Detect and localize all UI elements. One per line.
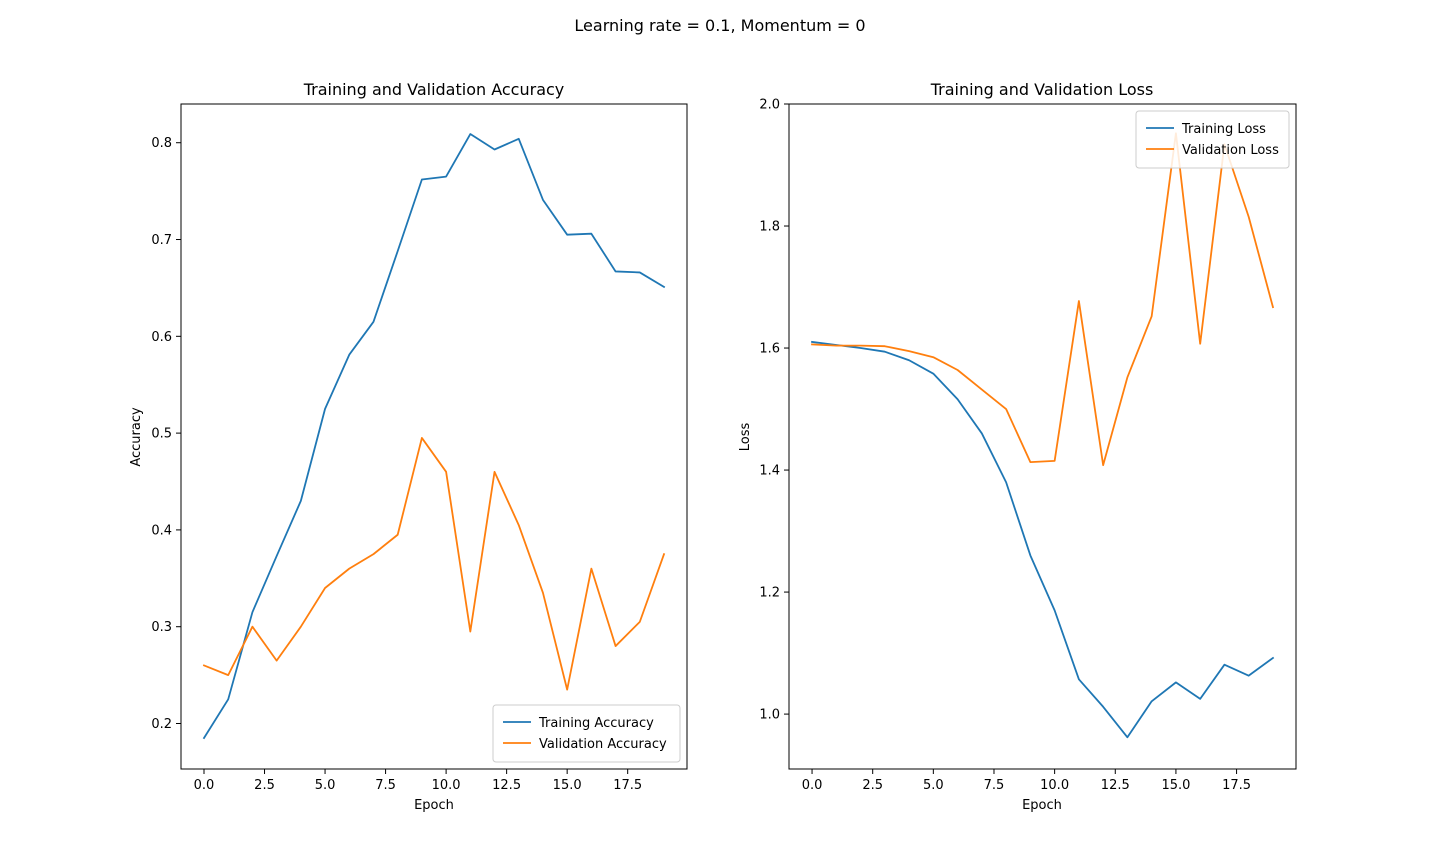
accuracy-xtick-label: 0.0 [194,778,215,793]
loss-ytick-label: 1.2 [759,586,780,601]
accuracy-chart: Training and Validation Accuracy Epoch A… [129,80,688,813]
accuracy-legend-training-label: Training Accuracy [538,716,654,731]
accuracy-xtick-label: 2.5 [254,778,275,793]
loss-xtick-label: 15.0 [1161,778,1190,793]
loss-ytick-label: 1.4 [759,464,780,479]
loss-legend-frame [1135,110,1290,169]
loss-ytick-label: 1.0 [759,708,780,723]
loss-legend-validation-label: Validation Loss [1182,143,1279,158]
accuracy-ytick-label: 0.3 [151,620,172,635]
accuracy-xtick-label: 10.0 [432,778,461,793]
loss-xtick-label: 17.5 [1222,778,1251,793]
loss-axes-frame [788,103,1297,770]
figure-suptitle: Learning rate = 0.1, Momentum = 0 [574,16,865,35]
loss-xtick-label: 12.5 [1101,778,1130,793]
loss-xtick-label: 7.5 [984,778,1005,793]
loss-ytick-label: 1.8 [759,220,780,235]
accuracy-training-line [202,133,666,740]
accuracy-xtick-label: 7.5 [375,778,396,793]
accuracy-ytick-label: 0.4 [151,523,172,538]
loss-xtick-label: 2.5 [862,778,883,793]
loss-chart-title: Training and Validation Loss [930,80,1154,99]
loss-xtick-label: 10.0 [1040,778,1069,793]
accuracy-xtick-label: 5.0 [315,778,336,793]
loss-legend: Training Loss Validation Loss [1135,110,1290,169]
accuracy-chart-title: Training and Validation Accuracy [303,80,565,99]
loss-xtick-label: 0.0 [802,778,823,793]
accuracy-ytick-label: 0.7 [151,233,172,248]
loss-chart-xlabel: Epoch [1022,798,1062,813]
loss-ytick-label: 1.6 [759,342,780,357]
accuracy-validation-line [202,437,666,691]
accuracy-legend-frame [492,704,681,763]
accuracy-xtick-label: 12.5 [492,778,521,793]
loss-ytick-label: 2.0 [759,98,780,113]
accuracy-ytick-label: 0.8 [151,136,172,151]
accuracy-legend: Training Accuracy Validation Accuracy [492,704,681,763]
accuracy-chart-xlabel: Epoch [414,798,454,813]
accuracy-xtick-label: 17.5 [613,778,642,793]
loss-validation-line [811,132,1275,467]
accuracy-xtick-label: 15.0 [553,778,582,793]
accuracy-axes-frame [180,103,688,770]
accuracy-chart-ylabel: Accuracy [129,407,144,467]
accuracy-ytick-label: 0.6 [151,330,172,345]
loss-chart-ylabel: Loss [738,423,753,452]
loss-chart: Training and Validation Loss Epoch Loss … [738,80,1297,813]
loss-training-line [811,340,1275,739]
accuracy-legend-validation-label: Validation Accuracy [539,737,667,752]
accuracy-ytick-label: 0.5 [151,427,172,442]
accuracy-ytick-label: 0.2 [151,717,172,732]
loss-xtick-label: 5.0 [923,778,944,793]
loss-legend-training-label: Training Loss [1181,122,1266,137]
